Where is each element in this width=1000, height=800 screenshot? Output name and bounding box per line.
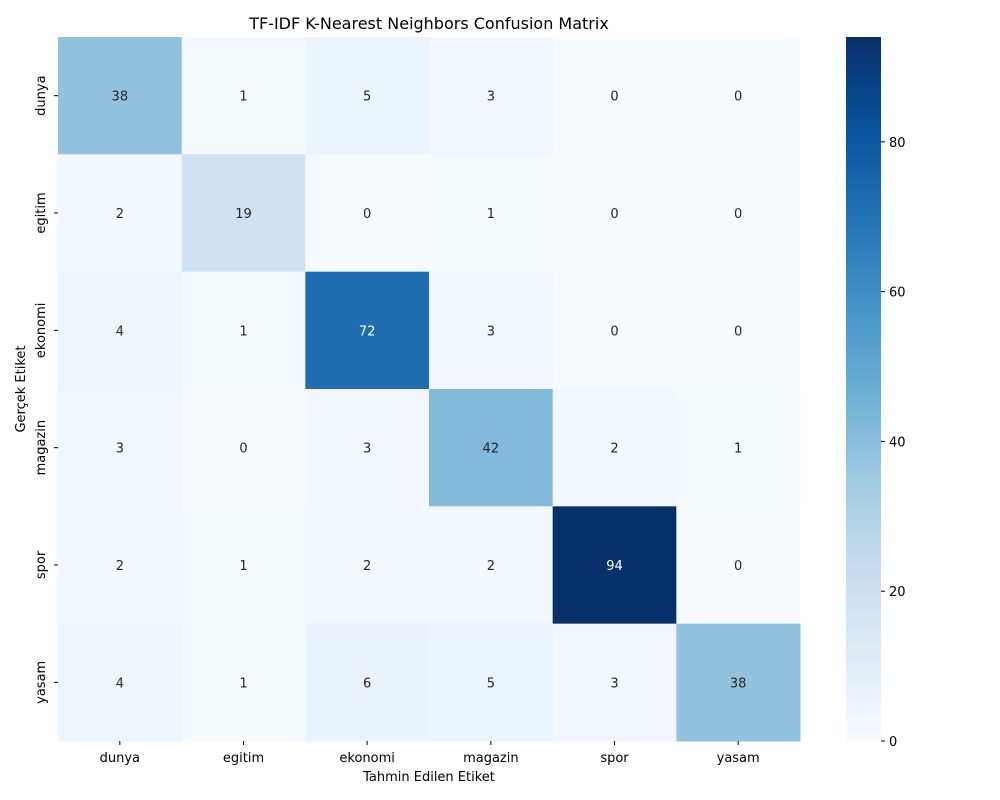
colorbar-tick-label-0: 0 [889, 735, 897, 750]
colorbar [846, 37, 881, 741]
y-tick-label-4: spor [34, 550, 49, 579]
cell-label-3-5: 1 [734, 442, 742, 457]
cell-2-0 [58, 271, 183, 390]
cell-0-0 [58, 37, 183, 155]
cell-label-1-0: 2 [116, 207, 124, 222]
cell-1-3 [429, 154, 554, 273]
heatmap-cells [58, 37, 801, 742]
cell-label-0-3: 3 [487, 90, 495, 105]
colorbar-tick-label-1: 20 [889, 585, 906, 600]
cell-2-5 [676, 271, 801, 390]
cell-label-2-0: 4 [116, 324, 124, 339]
cell-3-2 [305, 389, 430, 507]
cell-4-3 [429, 506, 554, 625]
cell-annotations: 38 1 5 3 0 0 2 19 0 1 0 0 4 1 72 3 0 0 3 0 3 42 2 1 2 1 2 2 94 0 4 1 6 5 3… [112, 90, 747, 692]
cell-label-3-1: 0 [239, 442, 247, 457]
cell-label-2-4: 0 [610, 324, 618, 339]
cell-2-1 [181, 271, 306, 390]
cell-label-5-4: 3 [610, 676, 618, 691]
cell-4-2 [305, 506, 430, 625]
cell-0-3 [429, 37, 554, 155]
cell-0-4 [552, 37, 677, 155]
cell-4-1 [181, 506, 306, 625]
cell-1-4 [552, 154, 677, 273]
cell-label-1-5: 0 [734, 207, 742, 222]
cell-label-4-0: 2 [116, 559, 124, 574]
cell-label-1-3: 1 [487, 207, 495, 222]
cell-3-3 [429, 389, 554, 507]
cell-label-2-2: 72 [359, 324, 376, 339]
cell-5-5 [676, 623, 801, 742]
x-tick-label-3: magazin [463, 751, 519, 766]
x-tick-label-2: ekonomi [339, 751, 395, 766]
cell-1-0 [58, 154, 183, 273]
cell-label-0-4: 0 [610, 90, 618, 105]
cell-label-4-2: 2 [363, 559, 371, 574]
cell-label-0-2: 5 [363, 90, 371, 105]
cell-3-1 [181, 389, 306, 507]
y-axis-ticks: dunya egitim ekonomi magazin spor yasam [34, 75, 58, 704]
y-tick-label-3: magazin [34, 420, 49, 476]
cell-1-1 [181, 154, 306, 273]
cell-label-5-3: 5 [487, 676, 495, 691]
cell-label-4-1: 1 [239, 559, 247, 574]
cell-4-4 [552, 506, 677, 625]
cell-5-4 [552, 623, 677, 742]
y-tick-label-5: yasam [34, 661, 49, 704]
colorbar-tick-label-4: 80 [889, 136, 906, 151]
y-tick-label-2: ekonomi [34, 303, 49, 359]
cell-4-0 [58, 506, 183, 625]
cell-label-0-1: 1 [239, 90, 247, 105]
cell-5-2 [305, 623, 430, 742]
cell-0-1 [181, 37, 306, 155]
cell-2-3 [429, 271, 554, 390]
cell-label-3-2: 3 [363, 442, 371, 457]
y-tick-label-0: dunya [34, 75, 49, 115]
cell-5-3 [429, 623, 554, 742]
cell-2-2 [305, 271, 430, 390]
cell-1-2 [305, 154, 430, 273]
cell-label-1-1: 19 [235, 207, 252, 222]
colorbar-tick-label-2: 40 [889, 435, 906, 450]
chart-title: TF-IDF K-Nearest Neighbors Confusion Mat… [248, 14, 609, 33]
cell-3-4 [552, 389, 677, 507]
x-tick-label-1: egitim [223, 751, 264, 766]
cell-2-4 [552, 271, 677, 390]
cell-0-2 [305, 37, 430, 155]
cell-4-5 [676, 506, 801, 625]
x-tick-label-5: yasam [717, 751, 760, 766]
cell-label-4-4: 94 [606, 559, 623, 574]
cell-label-5-0: 4 [116, 676, 124, 691]
x-axis-label: Tahmin Edilen Etiket [362, 770, 495, 785]
cell-label-5-1: 1 [239, 676, 247, 691]
cell-label-5-5: 38 [730, 676, 747, 691]
y-axis-label: Gerçek Etiket [14, 345, 29, 432]
cell-0-5 [676, 37, 801, 155]
cell-3-0 [58, 389, 183, 507]
cell-label-1-4: 0 [610, 207, 618, 222]
cell-label-2-3: 3 [487, 324, 495, 339]
cell-label-5-2: 6 [363, 676, 371, 691]
cell-3-5 [676, 389, 801, 507]
cell-label-3-0: 3 [116, 442, 124, 457]
cell-1-5 [676, 154, 801, 273]
cell-label-2-5: 0 [734, 324, 742, 339]
cell-label-4-3: 2 [487, 559, 495, 574]
cell-label-2-1: 1 [239, 324, 247, 339]
cell-label-0-5: 0 [734, 90, 742, 105]
colorbar-ticks: 0 20 40 60 80 [881, 136, 906, 750]
x-tick-label-0: dunya [100, 751, 140, 766]
x-axis-ticks: dunya egitim ekonomi magazin spor yasam [100, 741, 760, 766]
cell-5-0 [58, 623, 183, 742]
cell-label-3-4: 2 [610, 442, 618, 457]
x-tick-label-4: spor [600, 751, 629, 766]
y-tick-label-1: egitim [34, 192, 49, 233]
colorbar-tick-label-3: 60 [889, 286, 906, 301]
cell-label-3-3: 42 [483, 442, 500, 457]
cell-label-1-2: 0 [363, 207, 371, 222]
cell-label-4-5: 0 [734, 559, 742, 574]
cell-5-1 [181, 623, 306, 742]
cell-label-0-0: 38 [112, 90, 129, 105]
